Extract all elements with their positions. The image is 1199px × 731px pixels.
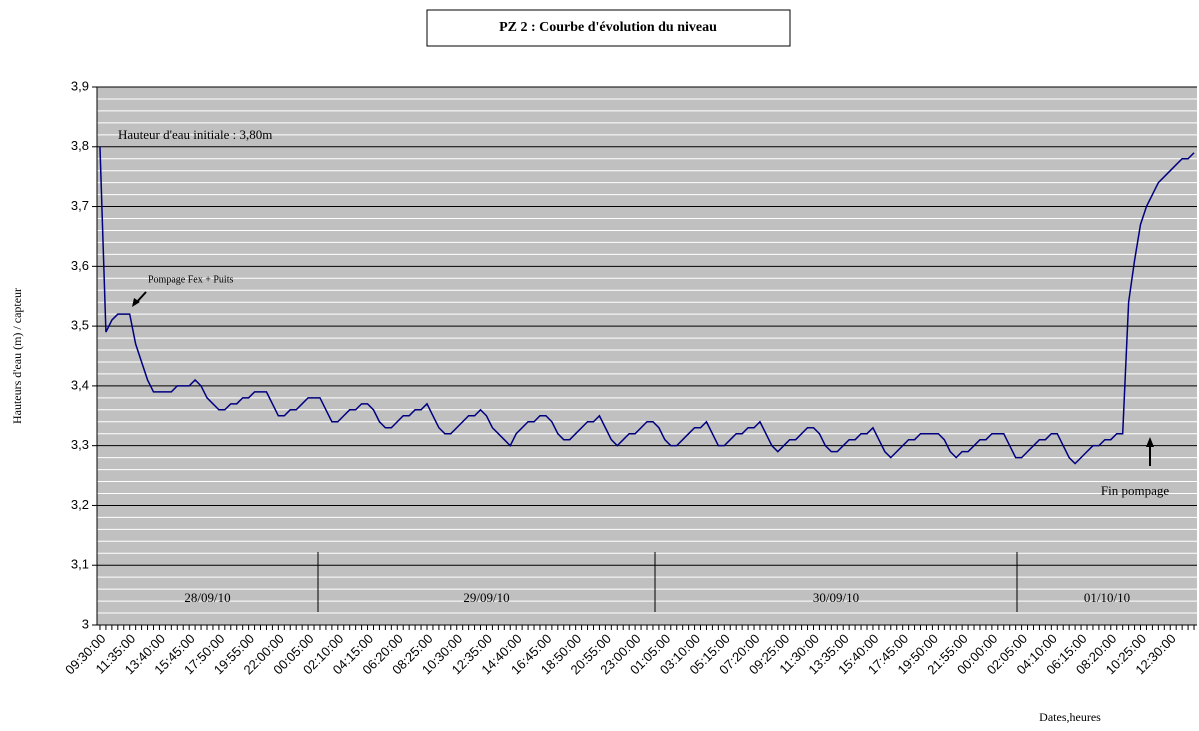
plot-area — [97, 87, 1197, 625]
y-tick-label: 3,8 — [71, 138, 89, 153]
arrow-head — [132, 298, 140, 307]
date-label: 28/09/10 — [184, 590, 230, 605]
y-tick-label: 3,7 — [71, 198, 89, 213]
annotation: Fin pompage — [1101, 483, 1169, 498]
y-tick-label: 3,9 — [71, 78, 89, 93]
chart-title: PZ 2 : Courbe d'évolution du niveau — [499, 20, 717, 35]
date-label: 01/10/10 — [1084, 590, 1130, 605]
annotation: Hauteur d'eau initiale : 3,80m — [118, 127, 272, 142]
y-tick-label: 3,5 — [71, 318, 89, 333]
date-label: 30/09/10 — [813, 590, 859, 605]
y-tick-label: 3,1 — [71, 557, 89, 572]
date-label: 29/09/10 — [463, 590, 509, 605]
x-axis-title: Dates,heures — [1039, 710, 1101, 724]
y-tick-label: 3 — [82, 616, 89, 631]
y-axis-title: Hauteurs d'eau (m) / capteur — [10, 288, 24, 424]
y-tick-label: 3,4 — [71, 377, 89, 392]
data-line — [99, 146, 1195, 465]
title-box — [426, 9, 791, 47]
y-tick-label: 3,3 — [71, 437, 89, 452]
y-tick-label: 3,2 — [71, 497, 89, 512]
y-tick-label: 3,6 — [71, 258, 89, 273]
arrow-head — [1146, 437, 1154, 447]
annotation: Pompage Fex + Puits — [148, 274, 233, 285]
